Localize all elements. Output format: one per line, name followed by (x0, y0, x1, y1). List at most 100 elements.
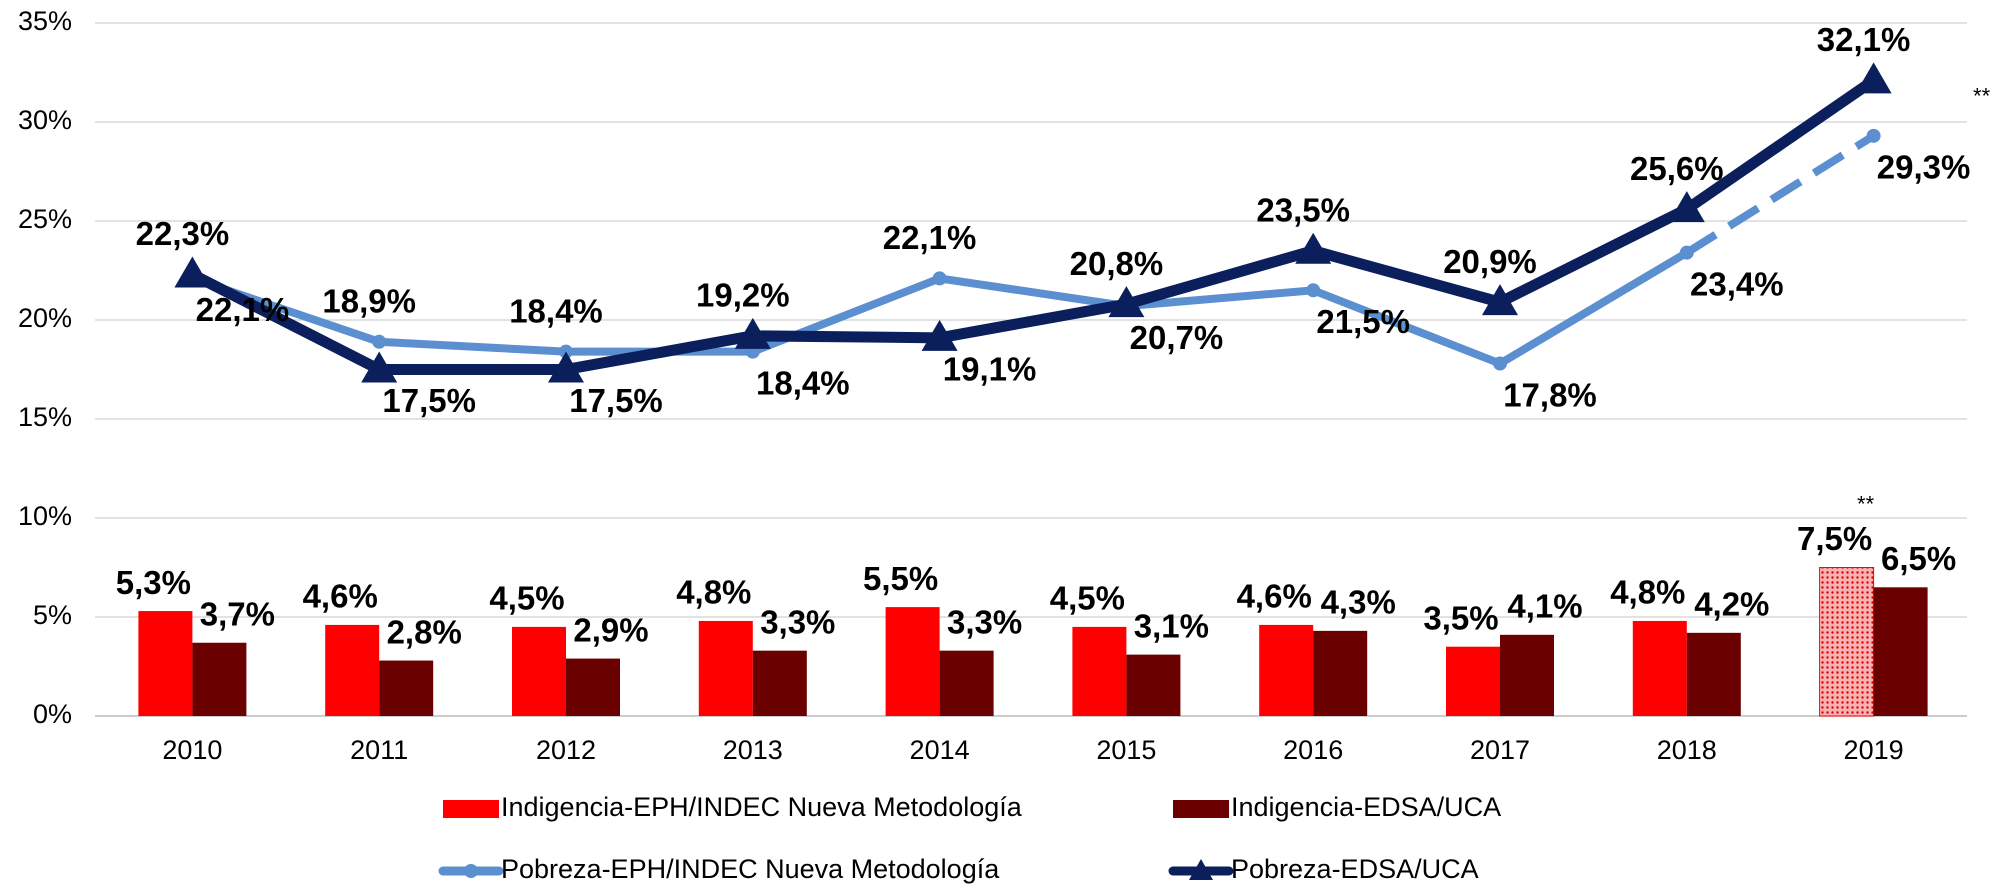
x-tick-label: 2012 (536, 735, 596, 765)
data-label: 19,2% (696, 277, 790, 314)
data-label: 23,4% (1690, 265, 1784, 302)
data-label: 4,6% (303, 578, 378, 615)
marker (174, 256, 211, 288)
data-label: 3,1% (1134, 607, 1209, 644)
legend-label: Pobreza-EDSA/UCA (1231, 854, 1479, 884)
bar (192, 642, 247, 716)
data-label: 4,5% (489, 580, 564, 617)
annotation: ** (1857, 491, 1875, 516)
x-tick-label: 2016 (1283, 735, 1343, 765)
marker (1855, 62, 1892, 94)
data-label: 32,1% (1817, 21, 1911, 58)
marker (548, 351, 584, 383)
bar (1259, 624, 1314, 716)
data-label: 18,4% (509, 292, 603, 329)
marker (361, 351, 398, 383)
bar (698, 620, 753, 716)
legend-label: Pobreza-EPH/INDEC Nueva Metodología (501, 854, 1000, 884)
bar (138, 611, 193, 716)
legend-label: Indigencia-EDSA/UCA (1231, 792, 1501, 822)
data-label: 3,7% (200, 595, 275, 632)
y-tick-label: 25% (18, 204, 72, 234)
y-tick-label: 20% (18, 303, 72, 333)
legend-label: Indigencia-EPH/INDEC Nueva Metodología (501, 792, 1023, 822)
x-tick-label: 2013 (723, 735, 783, 765)
data-label: 20,8% (1070, 245, 1164, 282)
data-label: 5,3% (116, 564, 191, 601)
bar (1072, 626, 1127, 716)
data-label: 2,9% (573, 611, 648, 648)
bar (1446, 646, 1500, 716)
line (189, 75, 1877, 375)
bar (885, 607, 940, 716)
bar (1500, 634, 1554, 716)
legend-marker (1189, 859, 1213, 880)
data-label: 23,5% (1256, 191, 1350, 228)
data-label: 20,7% (1130, 319, 1224, 356)
data-label: 25,6% (1630, 150, 1724, 187)
data-label: 4,3% (1321, 584, 1396, 621)
legend-marker (464, 864, 478, 878)
marker (932, 271, 947, 286)
line-dashed (1684, 132, 1876, 257)
data-label: 18,4% (756, 364, 850, 401)
data-label: 17,5% (382, 382, 476, 419)
data-label: 4,2% (1694, 586, 1769, 623)
data-label: 4,6% (1237, 578, 1312, 615)
legend-swatch (443, 800, 499, 818)
bar (1686, 632, 1741, 716)
y-tick-label: 30% (18, 105, 72, 135)
data-label: 4,5% (1050, 580, 1125, 617)
data-label: 7,5% (1797, 520, 1872, 557)
data-label: 22,1% (883, 219, 977, 256)
bar (325, 624, 380, 716)
y-tick-label: 15% (18, 402, 72, 432)
marker (921, 319, 958, 351)
data-label: 18,9% (322, 282, 416, 319)
y-tick-label: 35% (18, 6, 72, 36)
bar (512, 626, 566, 716)
data-label: 21,5% (1316, 303, 1410, 340)
data-label: 4,8% (1610, 574, 1685, 611)
data-label: 5,5% (863, 560, 938, 597)
y-tick-label: 5% (33, 600, 72, 630)
y-tick-label: 0% (33, 699, 72, 729)
marker (1482, 284, 1518, 316)
marker (1306, 283, 1321, 298)
data-label: 29,3% (1877, 149, 1971, 186)
data-label: 3,5% (1423, 599, 1498, 636)
data-label: 22,1% (196, 291, 290, 328)
data-label: 19,1% (943, 351, 1037, 388)
bar (1819, 567, 1875, 717)
bar (1632, 620, 1687, 716)
x-tick-label: 2014 (910, 735, 970, 765)
bar (379, 660, 434, 716)
data-label: 20,9% (1443, 243, 1537, 280)
data-label: 4,8% (676, 574, 751, 611)
data-label: 3,3% (760, 603, 835, 640)
legend-swatch (1173, 800, 1229, 818)
data-label: 17,5% (569, 382, 663, 419)
x-tick-label: 2011 (350, 735, 408, 765)
bar (1873, 587, 1928, 716)
x-tick-label: 2017 (1470, 735, 1530, 765)
x-tick-label: 2018 (1657, 735, 1717, 765)
marker (1679, 245, 1694, 260)
marker (734, 317, 771, 349)
data-label: 6,5% (1881, 540, 1956, 577)
annotation: ** (1973, 84, 1991, 109)
marker (372, 334, 387, 349)
marker (1493, 356, 1507, 371)
bar (939, 650, 994, 716)
bar (1126, 654, 1181, 716)
bar (1313, 630, 1368, 716)
bar (566, 658, 620, 716)
marker (1295, 232, 1332, 264)
marker (1866, 128, 1881, 143)
marker (1668, 191, 1705, 223)
data-label: 2,8% (387, 613, 462, 650)
x-tick-label: 2010 (162, 735, 222, 765)
bar (752, 650, 807, 716)
data-label: 17,8% (1503, 376, 1597, 413)
